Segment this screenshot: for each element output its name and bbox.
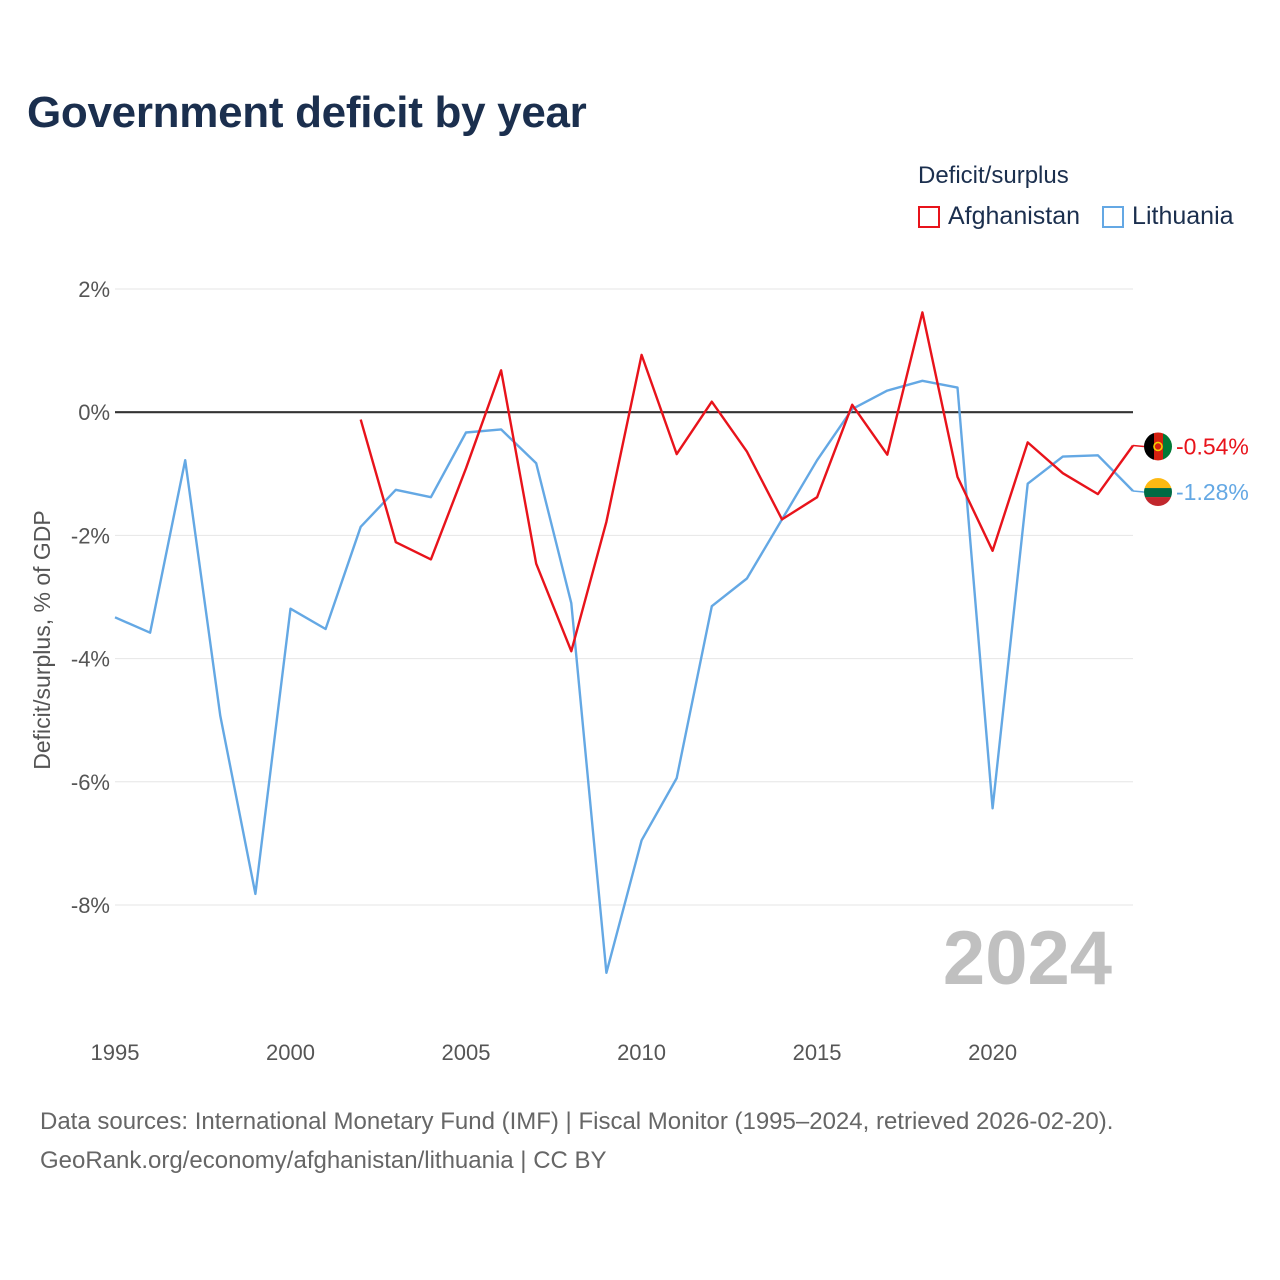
legend-swatch-lithuania <box>1102 205 1125 228</box>
flag-afghanistan-icon <box>1144 432 1172 461</box>
chart-title: Government deficit by year <box>27 88 587 137</box>
x-tick-label: 2005 <box>442 1040 491 1065</box>
y-tick-label: -8% <box>71 893 110 918</box>
x-tick-label: 2015 <box>793 1040 842 1065</box>
end-connector-afghanistan <box>1132 444 1145 448</box>
y-tick-label: 2% <box>78 277 110 302</box>
legend-swatch-afghanistan <box>918 205 940 228</box>
year-watermark: 2024 <box>943 916 1112 1001</box>
end-label-lithuania: -1.28% <box>1176 479 1249 505</box>
series-line-afghanistan <box>359 311 1134 653</box>
legend-label-afghanistan: Afghanistan <box>948 202 1081 230</box>
series-lines <box>114 311 1134 974</box>
end-markers: -1.28% -0.54% <box>1132 432 1249 507</box>
y-tick-label: 0% <box>78 400 110 425</box>
end-label-afghanistan: -0.54% <box>1176 433 1249 459</box>
gridlines <box>115 288 1133 906</box>
end-connector-lithuania <box>1132 490 1145 493</box>
x-tick-label: 2000 <box>266 1040 315 1065</box>
credit-note: GeoRank.org/economy/afghanistan/lithuani… <box>40 1147 607 1174</box>
legend: Deficit/surplus Afghanistan Lithuania <box>918 162 1234 231</box>
y-tick-label: -6% <box>71 770 110 795</box>
series-line-lithuania <box>114 379 1134 974</box>
source-note: Data sources: International Monetary Fun… <box>40 1108 1114 1135</box>
y-tick-label: -2% <box>71 523 110 548</box>
y-axis-title: Deficit/surplus, % of GDP <box>29 510 55 769</box>
legend-title: Deficit/surplus <box>918 162 1069 189</box>
x-tick-label: 1995 <box>91 1040 140 1065</box>
x-axis-ticks: 1995 2000 2005 2010 2015 2020 <box>91 1040 1018 1065</box>
flag-lithuania-icon <box>1144 478 1172 507</box>
x-tick-label: 2010 <box>617 1040 666 1065</box>
legend-label-lithuania: Lithuania <box>1132 202 1234 230</box>
y-tick-label: -4% <box>71 647 110 672</box>
legend-item-afghanistan[interactable]: Afghanistan <box>918 202 1080 231</box>
y-axis-ticks: 2% 0% -2% -4% -6% -8% <box>71 277 110 918</box>
x-tick-label: 2020 <box>968 1040 1017 1065</box>
legend-item-lithuania[interactable]: Lithuania <box>1102 202 1234 231</box>
